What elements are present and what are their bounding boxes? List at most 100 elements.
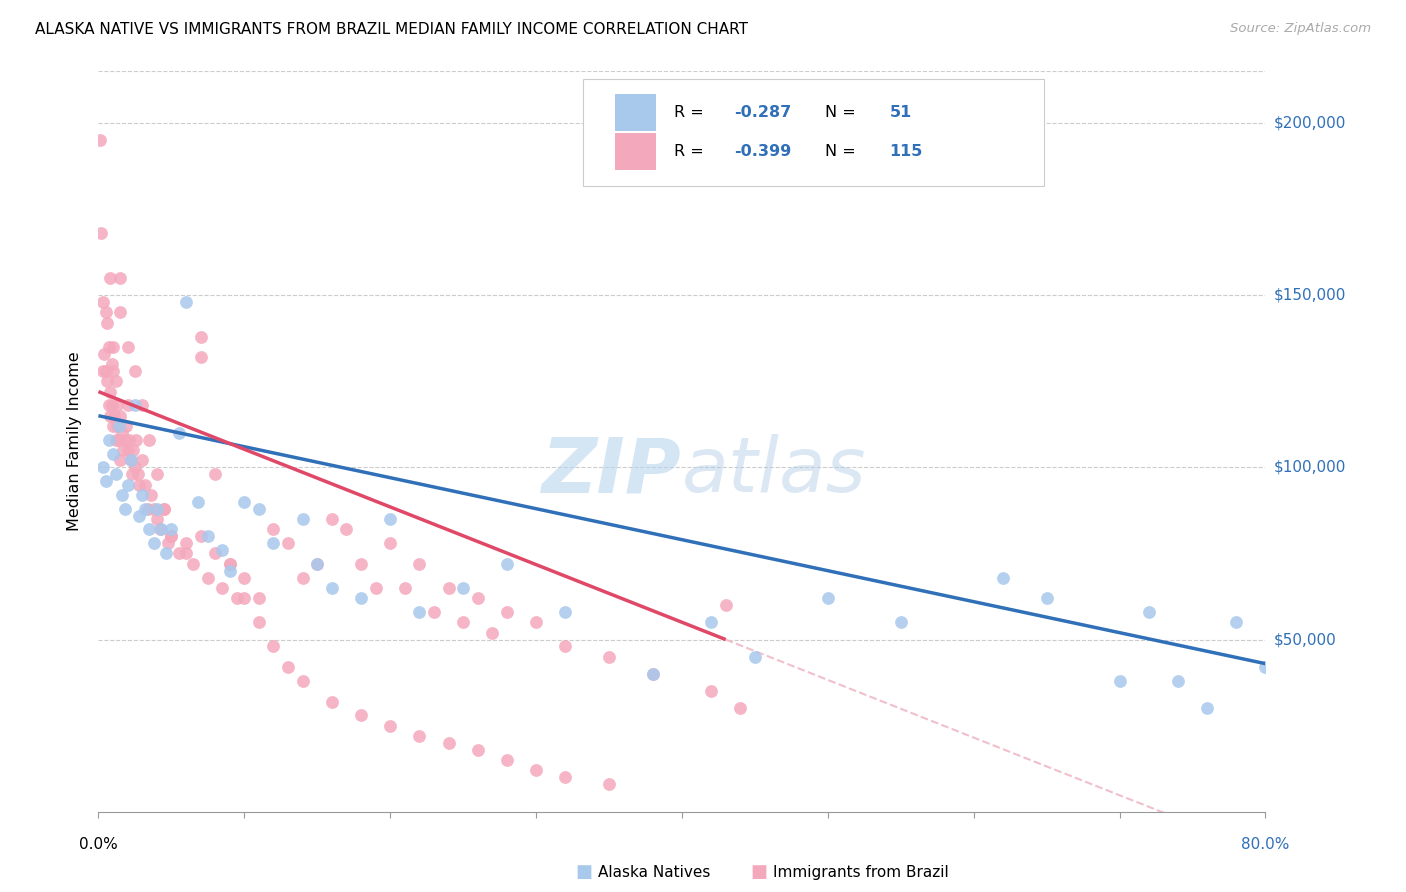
Point	[160, 529, 183, 543]
Text: R =: R =	[673, 144, 709, 159]
Point	[335, 522, 357, 536]
Text: N =: N =	[825, 144, 862, 159]
Point	[98, 384, 121, 399]
Point	[100, 398, 122, 412]
Point	[91, 364, 114, 378]
FancyBboxPatch shape	[616, 133, 657, 169]
Point	[714, 598, 737, 612]
Point	[89, 133, 111, 147]
Point	[291, 673, 314, 688]
Point	[167, 425, 190, 440]
Point	[160, 522, 183, 536]
Text: 115: 115	[890, 144, 922, 159]
Point	[90, 226, 112, 240]
Point	[641, 667, 664, 681]
Point	[991, 570, 1014, 584]
Point	[122, 443, 145, 458]
Point	[174, 536, 197, 550]
Point	[495, 605, 517, 619]
Point	[115, 419, 138, 434]
Text: -0.399: -0.399	[734, 144, 792, 159]
Point	[118, 433, 141, 447]
Point	[131, 398, 153, 412]
Point	[247, 591, 270, 606]
Point	[378, 536, 402, 550]
Text: Immigrants from Brazil: Immigrants from Brazil	[773, 865, 949, 880]
Text: $200,000: $200,000	[1274, 115, 1346, 130]
Point	[110, 453, 132, 467]
Point	[131, 453, 153, 467]
Point	[110, 271, 132, 285]
Point	[262, 640, 284, 654]
Point	[744, 649, 766, 664]
Point	[117, 398, 139, 412]
Point	[350, 591, 373, 606]
FancyBboxPatch shape	[582, 78, 1043, 186]
Point	[262, 522, 284, 536]
Point	[233, 495, 256, 509]
Point	[146, 467, 169, 482]
Text: atlas: atlas	[682, 434, 866, 508]
Point	[117, 340, 139, 354]
Text: ■: ■	[751, 863, 768, 881]
Point	[218, 557, 240, 571]
Text: R =: R =	[673, 104, 709, 120]
Point	[157, 536, 180, 550]
Point	[142, 536, 165, 550]
Point	[700, 615, 723, 630]
Point	[125, 433, 148, 447]
Point	[197, 529, 219, 543]
Point	[495, 557, 517, 571]
Point	[378, 718, 402, 732]
Point	[890, 615, 912, 630]
Point	[247, 615, 270, 630]
Text: ALASKA NATIVE VS IMMIGRANTS FROM BRAZIL MEDIAN FAMILY INCOME CORRELATION CHART: ALASKA NATIVE VS IMMIGRANTS FROM BRAZIL …	[35, 22, 748, 37]
Point	[146, 512, 169, 526]
Point	[124, 364, 146, 378]
Point	[524, 615, 547, 630]
Text: -0.287: -0.287	[734, 104, 792, 120]
Point	[321, 581, 343, 595]
Point	[350, 557, 373, 571]
Point	[142, 501, 165, 516]
Point	[117, 443, 139, 458]
Text: 0.0%: 0.0%	[79, 837, 118, 852]
Point	[174, 295, 197, 310]
Point	[467, 743, 489, 757]
Point	[160, 529, 183, 543]
Point	[451, 615, 474, 630]
Point	[211, 581, 233, 595]
Point	[97, 398, 120, 412]
Point	[111, 488, 134, 502]
Text: $150,000: $150,000	[1274, 288, 1346, 302]
Point	[120, 453, 142, 467]
Point	[321, 512, 343, 526]
Point	[110, 409, 132, 423]
Point	[117, 477, 139, 491]
Point	[190, 350, 212, 364]
Text: 80.0%: 80.0%	[1241, 837, 1289, 852]
Point	[364, 581, 387, 595]
Point	[554, 640, 576, 654]
Point	[138, 522, 160, 536]
Point	[247, 501, 270, 516]
Point	[233, 570, 256, 584]
Point	[110, 305, 132, 319]
Point	[408, 729, 430, 743]
Point	[134, 501, 156, 516]
Point	[167, 546, 190, 560]
Point	[114, 433, 136, 447]
Point	[218, 557, 240, 571]
Point	[524, 764, 547, 778]
Text: ■: ■	[575, 863, 592, 881]
Point	[91, 295, 114, 310]
Text: Source: ZipAtlas.com: Source: ZipAtlas.com	[1230, 22, 1371, 36]
Text: $100,000: $100,000	[1274, 460, 1346, 475]
Point	[307, 557, 329, 571]
Point	[233, 591, 256, 606]
Point	[1195, 701, 1218, 715]
Point	[291, 512, 314, 526]
Point	[277, 660, 299, 674]
Text: Alaska Natives: Alaska Natives	[598, 865, 710, 880]
Point	[127, 467, 149, 482]
